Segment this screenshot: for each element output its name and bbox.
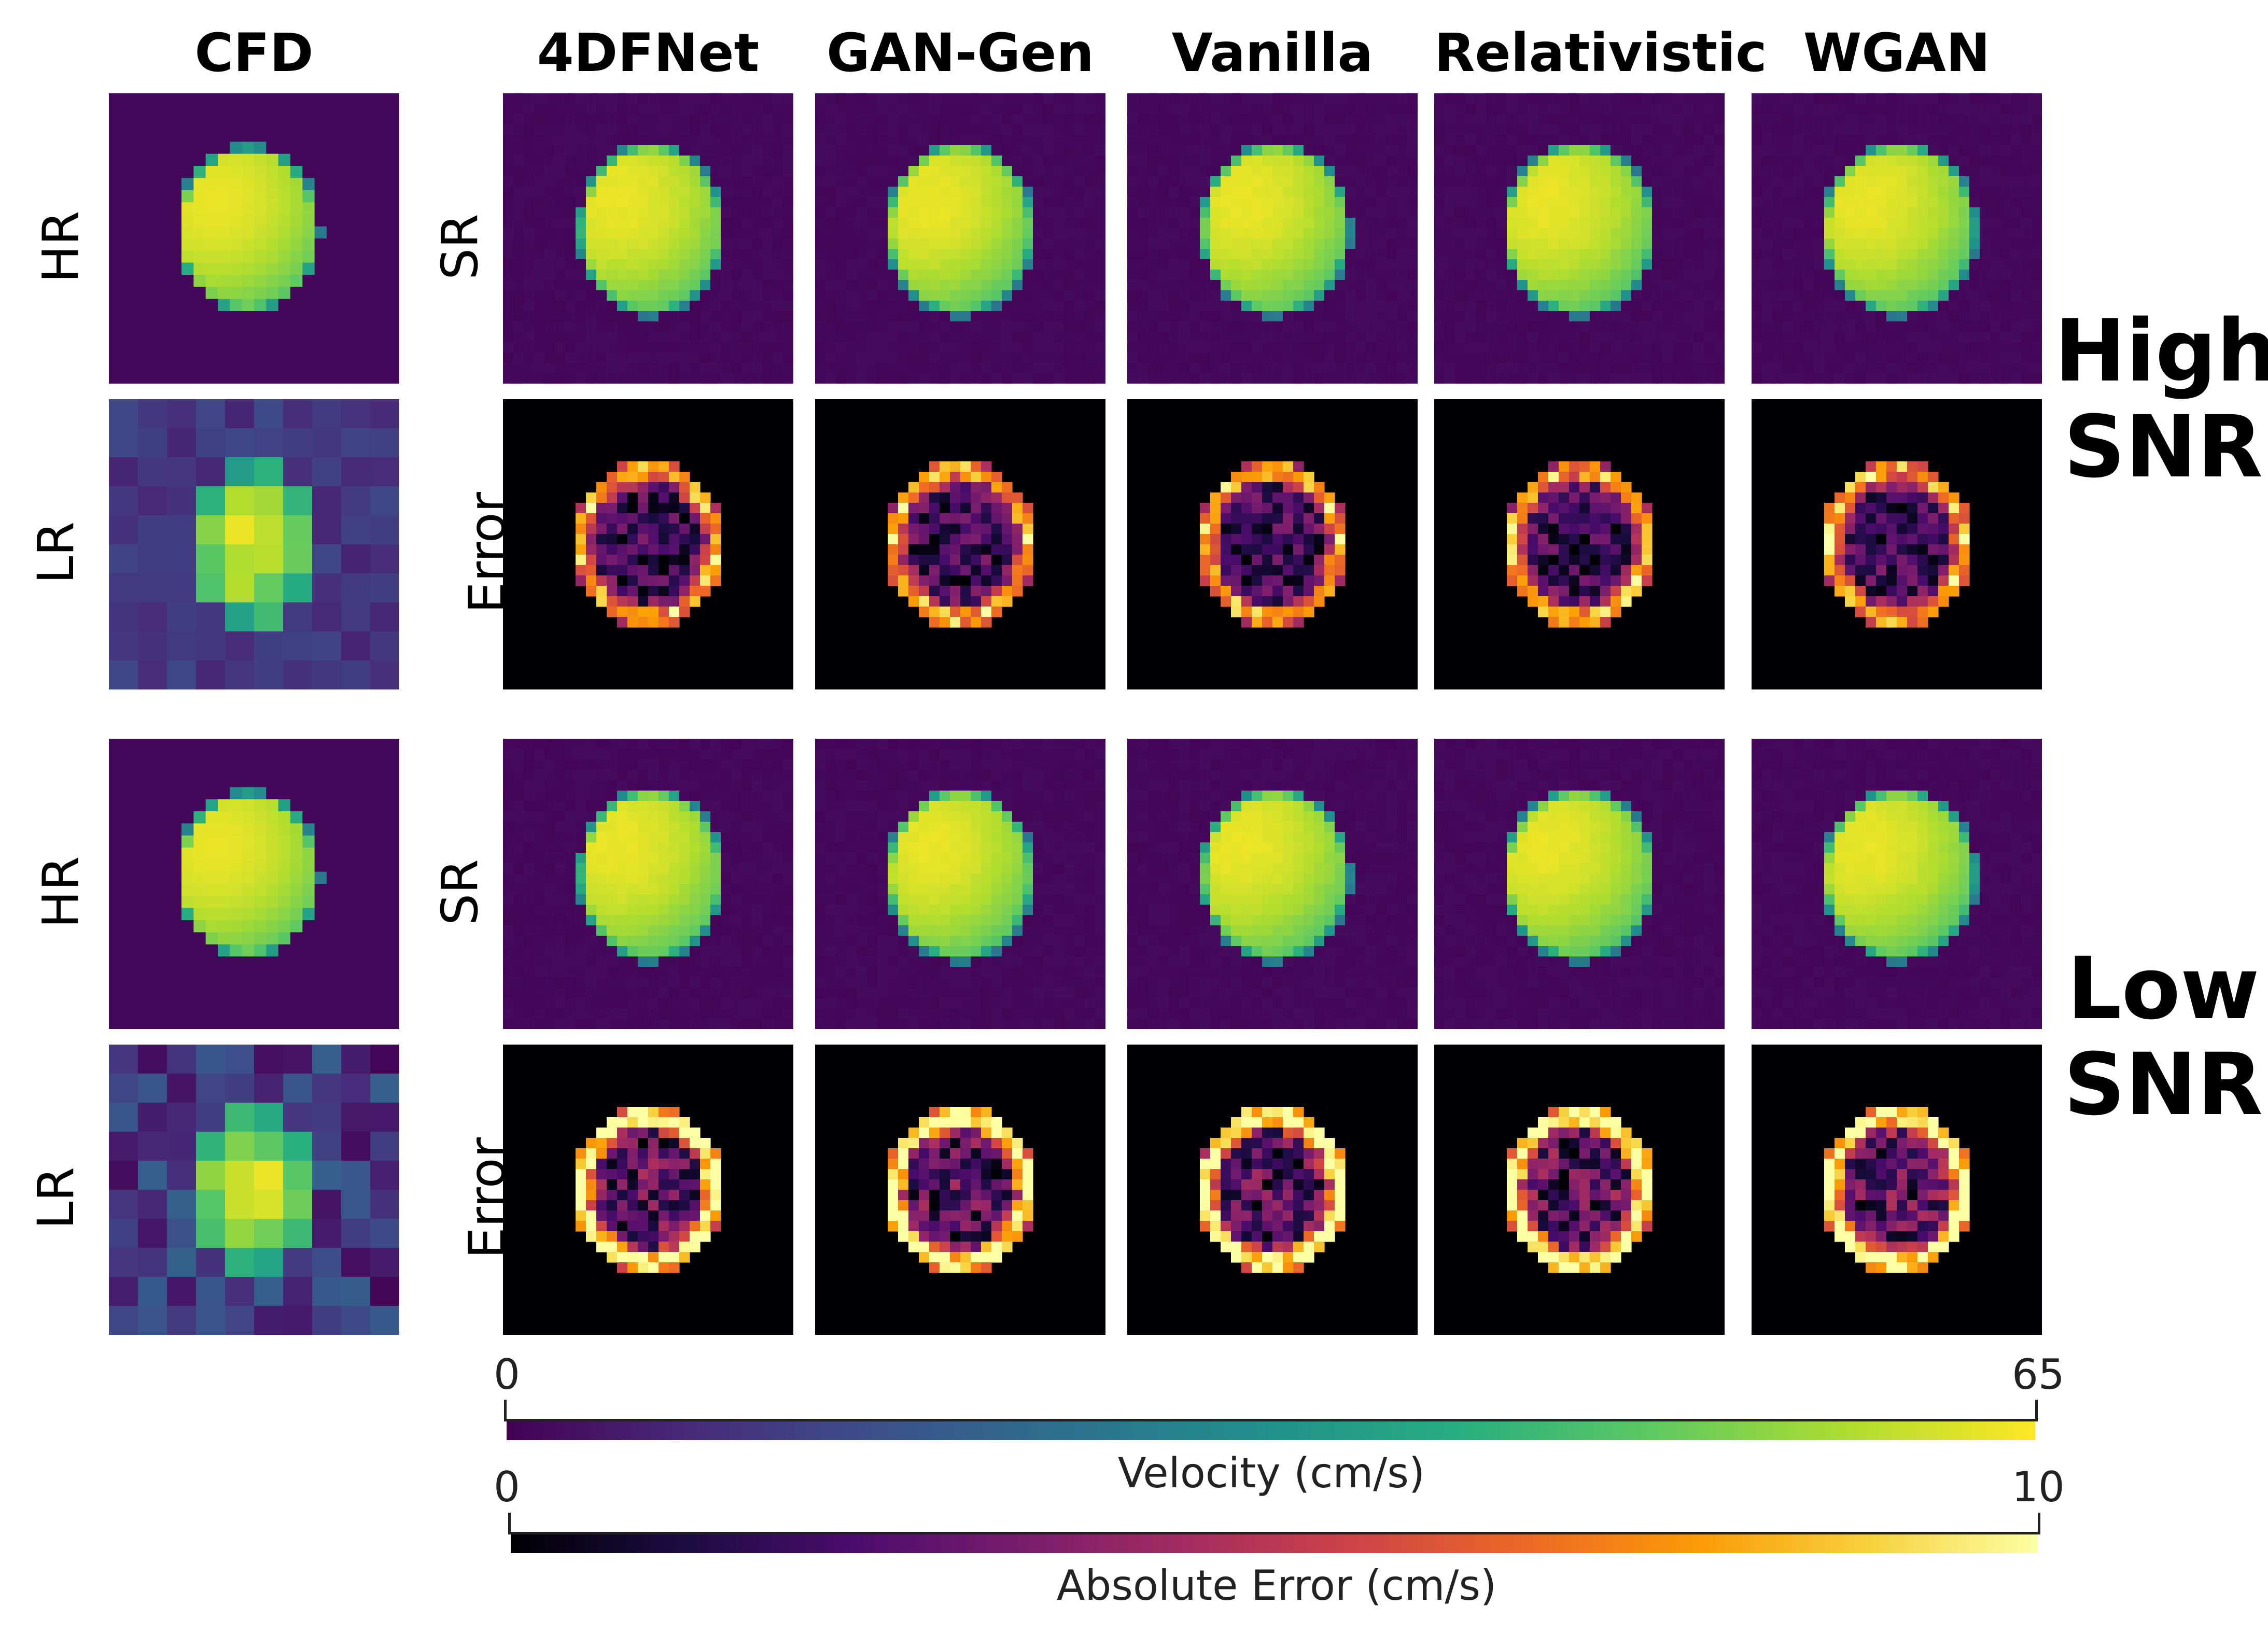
row-label-sr-high: SR	[430, 214, 489, 280]
velocity-tick-max	[2035, 1400, 2038, 1420]
row-label-sr-low: SR	[430, 859, 489, 925]
error-title: Absolute Error (cm/s)	[1056, 1561, 1497, 1610]
panel-low-snr-wgan-error	[1752, 1045, 2042, 1335]
panel-low-snr-relativistic-sr	[1434, 739, 1725, 1029]
velocity-title: Velocity (cm/s)	[1117, 1449, 1425, 1497]
panel-high-snr-cfd-hr	[109, 93, 399, 384]
panel-low-snr-gan-gen-sr	[815, 739, 1105, 1029]
column-header-4dfnet: 4DFNet	[537, 22, 760, 84]
column-header-wgan: WGAN	[1803, 22, 1991, 84]
row-label-hr-low: HR	[32, 856, 90, 928]
panel-high-snr-wgan-error	[1752, 399, 2042, 689]
row-label-error-high: Error	[458, 492, 516, 613]
panel-high-snr-cfd-lr	[109, 399, 399, 689]
velocity-gradient	[507, 1421, 2035, 1440]
panel-high-snr-wgan-sr	[1752, 93, 2042, 384]
row-label-error-low: Error	[458, 1137, 516, 1259]
group-label-high-snr: High SNR	[2054, 301, 2268, 497]
column-header-relativistic: Relativistic	[1434, 22, 1767, 84]
panel-low-snr-vanilla-sr	[1127, 739, 1418, 1029]
error-tick-max	[2038, 1513, 2040, 1533]
error-gradient	[511, 1534, 2038, 1553]
panel-low-snr-cfd-hr	[109, 739, 399, 1029]
panel-low-snr-cfd-lr	[109, 1045, 399, 1335]
velocity-min-label: 0	[494, 1350, 520, 1399]
panel-high-snr-gan-gen-error	[815, 399, 1105, 689]
error-tick-min	[508, 1513, 511, 1533]
error-max-label: 10	[2012, 1463, 2065, 1511]
velocity-axis-line	[504, 1419, 2038, 1421]
panel-high-snr-4dfnet-sr	[503, 93, 793, 384]
panel-low-snr-4dfnet-error	[503, 1045, 793, 1335]
panel-high-snr-relativistic-error	[1434, 399, 1725, 689]
column-header-cfd: CFD	[194, 22, 314, 84]
panel-low-snr-wgan-sr	[1752, 739, 2042, 1029]
panel-low-snr-vanilla-error	[1127, 1045, 1418, 1335]
panel-high-snr-relativistic-sr	[1434, 93, 1725, 384]
panel-high-snr-gan-gen-sr	[815, 93, 1105, 384]
panel-high-snr-4dfnet-error	[503, 399, 793, 689]
panel-low-snr-relativistic-error	[1434, 1045, 1725, 1335]
panel-low-snr-gan-gen-error	[815, 1045, 1105, 1335]
error-min-label: 0	[494, 1463, 520, 1511]
row-label-hr-high: HR	[32, 210, 90, 283]
row-label-lr-high: LR	[27, 521, 86, 584]
error-axis-line	[508, 1532, 2040, 1534]
column-header-vanilla: Vanilla	[1171, 22, 1374, 84]
group-label-low-snr: Low SNR	[2064, 939, 2263, 1134]
panel-high-snr-vanilla-sr	[1127, 93, 1418, 384]
velocity-tick-min	[504, 1400, 507, 1420]
row-label-lr-low: LR	[27, 1166, 86, 1230]
velocity-max-label: 65	[2012, 1350, 2065, 1399]
column-header-gan-gen: GAN-Gen	[827, 22, 1094, 84]
panel-high-snr-vanilla-error	[1127, 399, 1418, 689]
panel-low-snr-4dfnet-sr	[503, 739, 793, 1029]
